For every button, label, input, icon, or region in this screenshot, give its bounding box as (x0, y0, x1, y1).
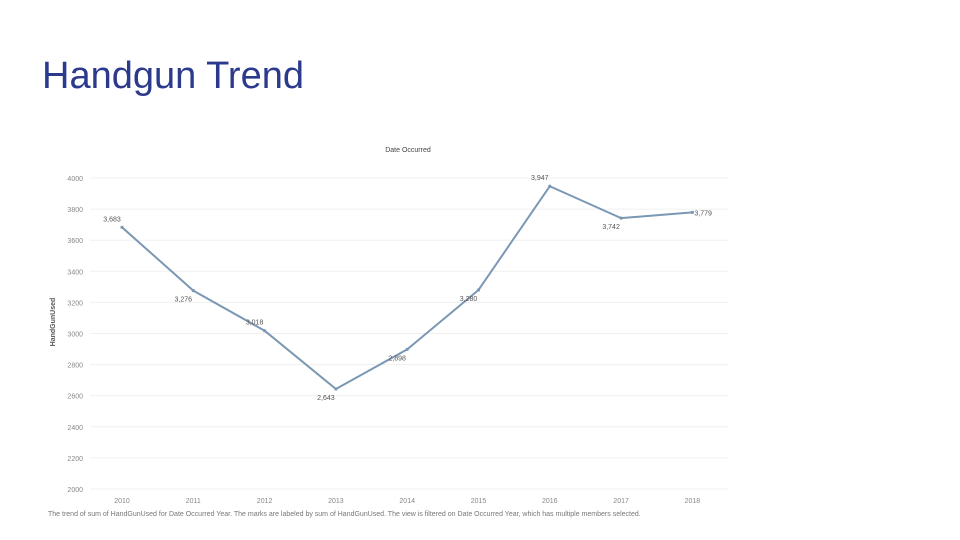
series-line (120, 184, 695, 391)
gridlines (90, 177, 728, 490)
y-tick-label: 2400 (67, 425, 83, 432)
x-tick-label: 2018 (685, 498, 701, 505)
data-label: 2,643 (317, 395, 335, 402)
data-point (191, 288, 195, 293)
data-label: 3,742 (602, 224, 620, 231)
y-tick-label: 4000 (67, 176, 83, 183)
data-label: 3,779 (694, 210, 712, 217)
data-point (405, 347, 409, 351)
y-tick-label: 2800 (67, 363, 83, 370)
data-label: 2,898 (388, 355, 406, 362)
x-tick-label: 2010 (114, 498, 130, 505)
y-tick-label: 3400 (67, 269, 83, 276)
y-tick-label: 3600 (67, 238, 83, 245)
x-tick-labels: 2010 2011 2012 2013 2014 2015 2016 2017 2018 (114, 498, 700, 505)
series-line-path (121, 185, 693, 391)
data-point (619, 216, 623, 220)
y-tick-label: 3200 (67, 300, 83, 307)
data-label: 3,280 (460, 296, 478, 303)
data-point (690, 210, 695, 214)
y-tick-labels: 2000 2200 2400 2600 2800 3000 3200 3400 3600 3800… (67, 176, 83, 494)
x-tick-label: 2015 (471, 498, 487, 505)
chart-title: Date Occurred (385, 147, 431, 154)
y-tick-label: 2200 (67, 456, 83, 463)
x-tick-label: 2012 (257, 498, 273, 505)
data-label: 3,683 (103, 216, 121, 223)
data-point (476, 288, 481, 292)
y-tick-label: 3000 (67, 332, 83, 339)
chart-caption: The trend of sum of HandGunUsed for Date… (48, 511, 641, 518)
x-tick-label: 2017 (613, 498, 629, 505)
slide-title: Handgun Trend (42, 55, 304, 97)
x-tick-label: 2013 (328, 498, 344, 505)
data-label: 3,947 (531, 175, 549, 182)
data-point (334, 387, 338, 391)
y-tick-label: 2600 (67, 394, 83, 401)
y-tick-label: 3800 (67, 207, 83, 214)
data-point (120, 225, 124, 229)
data-point (548, 184, 552, 188)
x-tick-label: 2014 (399, 498, 415, 505)
x-tick-label: 2011 (186, 498, 201, 505)
data-label: 3,276 (175, 297, 193, 304)
data-label: 3,018 (246, 320, 264, 327)
data-point (263, 329, 267, 333)
data-labels: 3,683 3,276 3,018 2,643 2,898 3,280 3,947 3,742… (103, 175, 712, 402)
y-tick-label: 2000 (67, 487, 83, 494)
x-tick-label: 2016 (542, 498, 558, 505)
y-axis-label: HandGunUsed (50, 298, 57, 347)
